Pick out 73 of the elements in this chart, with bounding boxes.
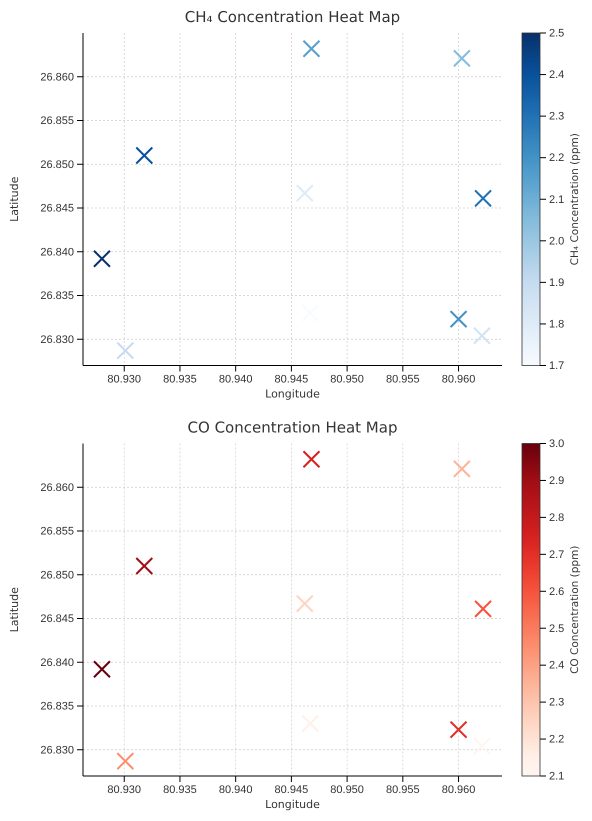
point (474, 189, 492, 208)
color-bar-label: 2.4 (549, 660, 564, 672)
color-bar-label: 2.7 (549, 548, 564, 561)
x-axis-title: Longitude (265, 798, 320, 811)
y-axis-title: Latitude (8, 586, 21, 632)
point (450, 720, 468, 739)
point (296, 594, 314, 613)
x-tick-label: 80.940 (218, 373, 252, 386)
point (116, 342, 134, 360)
color-bar-title: CO Concentration (ppm) (569, 546, 581, 674)
x-tick-label: 80.950 (330, 784, 364, 796)
color-bar-label: 2.4 (549, 69, 564, 82)
chart-title: CO Concentration Heat Map (188, 418, 398, 436)
point (92, 660, 111, 678)
x-tick-label: 80.935 (163, 784, 197, 796)
x-tick-label: 80.930 (107, 784, 142, 796)
point (452, 49, 471, 68)
y-tick-label: 26.840 (40, 656, 74, 669)
y-tick-label: 26.860 (40, 71, 74, 84)
color-bar-label: 2.3 (549, 110, 564, 123)
color-bar-label: 2.1 (549, 770, 564, 783)
x-tick-label: 80.940 (218, 784, 252, 796)
y-tick-label: 26.840 (40, 246, 74, 258)
x-tick-label: 80.960 (442, 784, 476, 796)
y-axis-title: Latitude (8, 176, 21, 222)
point (472, 326, 491, 345)
x-tick-label: 80.955 (386, 784, 420, 796)
point (92, 250, 111, 268)
y-tick-label: 26.830 (40, 744, 74, 756)
chart-title: CH₄ Concentration Heat Map (184, 8, 400, 26)
point (450, 310, 468, 328)
x-tick-label: 80.955 (386, 373, 420, 386)
point (296, 184, 314, 202)
point (302, 40, 320, 58)
x-tick-label: 80.935 (163, 373, 197, 386)
y-tick-label: 26.845 (40, 202, 74, 215)
color-bar-label: 2.9 (549, 474, 564, 487)
color-bar-title: CH₄ Concentration (ppm) (569, 133, 581, 266)
color-bar-label: 2.2 (549, 152, 564, 164)
point (452, 460, 471, 478)
point (135, 557, 154, 575)
x-tick-label: 80.950 (330, 373, 364, 386)
y-tick-label: 26.850 (40, 569, 74, 582)
x-tick-label: 80.960 (442, 373, 476, 386)
color-bar-label: 3.0 (549, 438, 564, 450)
x-tick-label: 80.945 (274, 373, 308, 386)
y-tick-label: 26.860 (40, 482, 74, 494)
point (474, 600, 492, 618)
color-bar-label: 2.2 (549, 734, 564, 746)
x-axis-title: Longitude (265, 388, 320, 400)
y-tick-label: 26.855 (40, 526, 74, 538)
y-tick-label: 26.845 (40, 613, 74, 626)
y-tick-label: 26.855 (40, 115, 74, 128)
y-tick-label: 26.830 (40, 334, 74, 346)
color-bar-label: 2.5 (549, 28, 564, 40)
color-bar-label: 2.3 (549, 696, 564, 709)
color-bar-label: 2.0 (549, 235, 564, 248)
color-bar-label: 2.1 (549, 194, 564, 206)
color-bar-label: 1.9 (549, 276, 564, 289)
y-tick-label: 26.850 (40, 158, 74, 171)
y-tick-label: 26.835 (40, 290, 74, 302)
point (135, 146, 154, 164)
x-tick-label: 80.930 (107, 373, 142, 386)
color-bar-label: 1.7 (549, 360, 564, 372)
y-tick-label: 26.835 (40, 700, 74, 713)
color-bar-label: 2.8 (549, 512, 564, 524)
x-tick-label: 80.945 (274, 784, 308, 796)
point (116, 752, 134, 770)
color-bar-label: 2.5 (549, 622, 564, 635)
point (302, 450, 320, 468)
color-bar-label: 1.8 (549, 318, 564, 330)
point (472, 737, 491, 756)
color-bar-label: 2.6 (549, 586, 564, 598)
